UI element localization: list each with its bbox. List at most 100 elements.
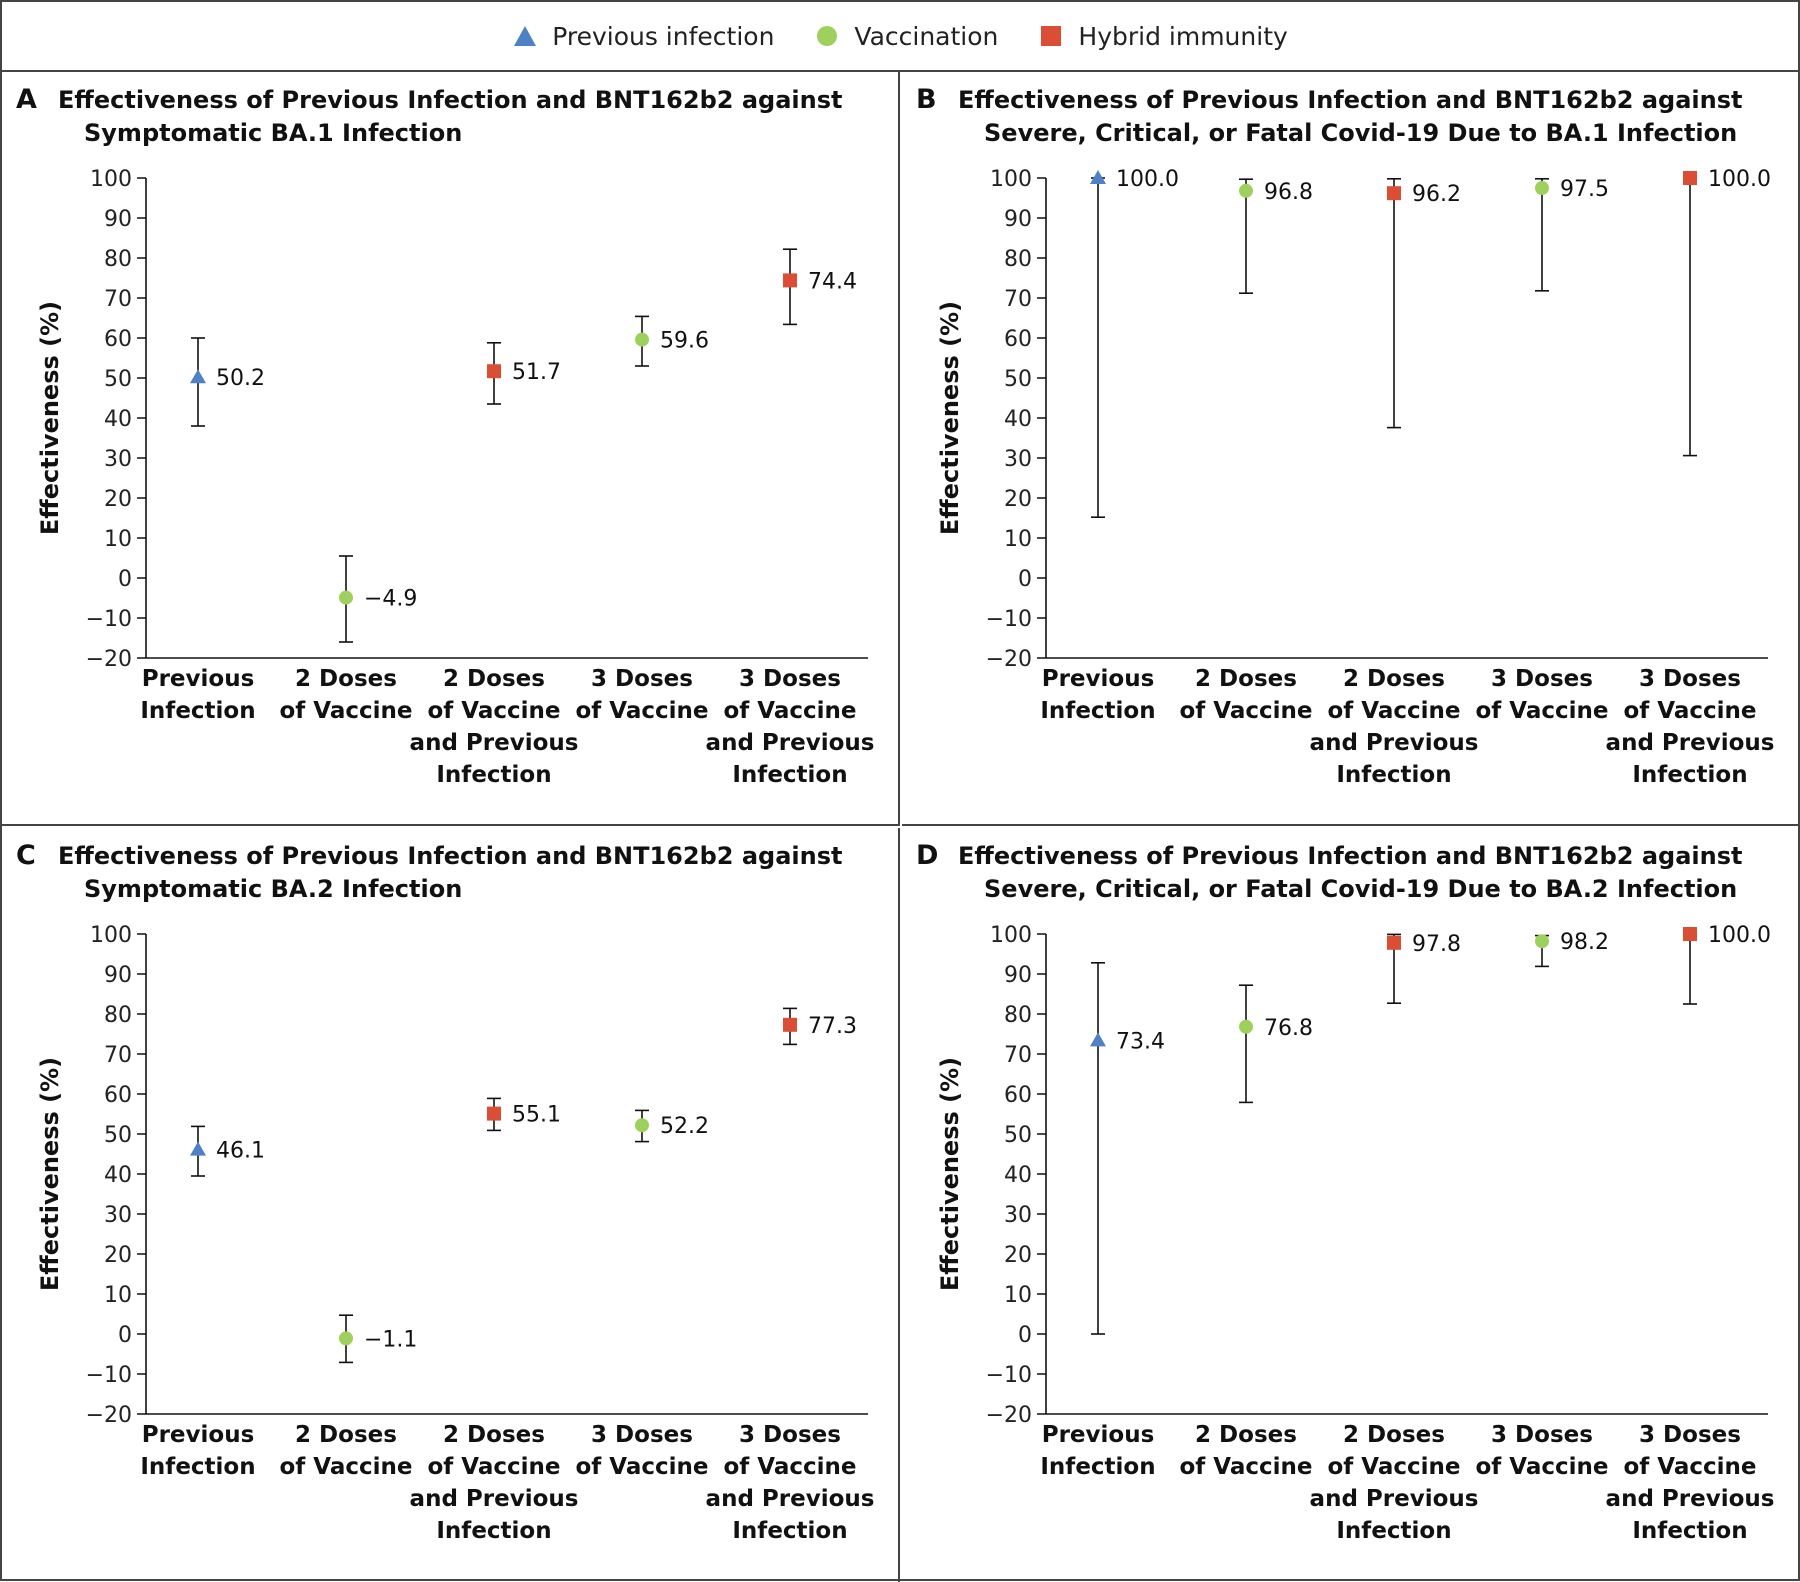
y-tick-label: 20 <box>1004 1243 1032 1268</box>
y-tick-label: −10 <box>986 607 1032 632</box>
data-label: 96.2 <box>1412 182 1461 207</box>
x-category-line: of Vaccine <box>427 1454 560 1480</box>
x-category-line: Infection <box>1336 762 1451 788</box>
y-tick-label: −20 <box>86 647 132 672</box>
x-category-line: 2 Doses <box>295 666 397 692</box>
y-tick-label: 50 <box>104 367 132 392</box>
x-category-line: Infection <box>1632 762 1747 788</box>
x-category-line: 3 Doses <box>591 1422 693 1448</box>
x-category-label: 3 Doses of Vaccine and Previous Infection <box>1606 1422 1775 1544</box>
triangle-marker <box>1090 170 1106 184</box>
y-tick-label: −10 <box>86 607 132 632</box>
legend-label: Hybrid immunity <box>1078 21 1288 51</box>
panel-letter: A <box>16 84 37 115</box>
x-category-line: 3 Doses <box>1491 1422 1593 1448</box>
x-category-line: 2 Doses <box>1195 666 1297 692</box>
x-category-line: 3 Doses <box>1491 666 1593 692</box>
x-category-line: of Vaccine <box>723 1454 856 1480</box>
y-tick-label: 0 <box>118 1323 132 1348</box>
x-category-line: and Previous <box>1606 730 1775 756</box>
data-point-group: 76.8 <box>1239 984 1313 1104</box>
legend-label: Previous infection <box>552 21 775 51</box>
y-tick-label: 70 <box>104 1043 132 1068</box>
square-marker <box>487 1106 501 1121</box>
x-category-line: 3 Doses <box>739 666 841 692</box>
data-point-group: 97.8 <box>1387 932 1461 1004</box>
data-label: 74.4 <box>808 269 857 294</box>
x-category-line: of Vaccine <box>1327 1454 1460 1480</box>
x-category-line: 2 Doses <box>1195 1422 1297 1448</box>
chart-title-line: Effectiveness of Previous Infection and … <box>58 86 842 114</box>
x-category-line: of Vaccine <box>1623 698 1756 724</box>
y-tick-label: 70 <box>1004 287 1032 312</box>
x-category-line: of Vaccine <box>723 698 856 724</box>
legend-item-vaccination: Vaccination <box>814 22 998 51</box>
y-tick-label: 70 <box>1004 1043 1032 1068</box>
y-tick-label: 80 <box>104 247 132 272</box>
y-axis-label: Effectiveness (%) <box>36 301 64 535</box>
y-tick-label: 30 <box>104 447 132 472</box>
x-category-line: and Previous <box>706 1486 875 1512</box>
y-tick-label: 90 <box>104 963 132 988</box>
data-label: 59.6 <box>660 329 709 354</box>
data-point-group: −1.1 <box>339 1314 417 1364</box>
panel-d: D Effectiveness of Previous Infection and… <box>902 828 1800 1582</box>
x-category-line: of Vaccine <box>1475 698 1608 724</box>
x-category-line: of Vaccine <box>279 1454 412 1480</box>
triangle-marker-icon <box>514 26 537 46</box>
data-label: 46.1 <box>216 1139 265 1164</box>
circle-marker <box>1535 181 1549 195</box>
y-tick-label: 70 <box>104 287 132 312</box>
y-tick-label: 30 <box>1004 1203 1032 1228</box>
y-tick-label: 60 <box>104 1083 132 1108</box>
panel-letter: C <box>16 840 36 871</box>
y-tick-label: 90 <box>1004 963 1032 988</box>
data-label: 52.2 <box>660 1114 709 1139</box>
x-category-label: 3 Doses of Vaccine and Previous Infection <box>706 666 875 788</box>
triangle-marker <box>190 1141 206 1156</box>
x-category-label: 3 Doses of Vaccine and Previous Infection <box>1606 666 1775 788</box>
y-tick-label: 40 <box>1004 1163 1032 1188</box>
y-tick-label: 50 <box>104 1123 132 1148</box>
panel-letter: B <box>916 84 937 115</box>
legend: Previous infection Vaccination Hybrid im… <box>2 2 1798 72</box>
x-category-line: 3 Doses <box>591 666 693 692</box>
x-category-line: 3 Doses <box>739 1422 841 1448</box>
y-tick-label: 80 <box>1004 1003 1032 1028</box>
chart-svg: B Effectiveness of Previous Infection and… <box>916 84 1775 788</box>
y-tick-label: 100 <box>990 167 1032 192</box>
chart-title-line: Effectiveness of Previous Infection and … <box>958 842 1742 870</box>
y-tick-label: −20 <box>86 1403 132 1428</box>
legend-label: Vaccination <box>854 21 999 51</box>
data-point-group: 74.4 <box>783 248 857 326</box>
circle-marker <box>1239 183 1253 198</box>
x-category-line: and Previous <box>1606 1486 1775 1512</box>
x-category-line: 3 Doses <box>1639 666 1741 692</box>
y-tick-label: 10 <box>1004 527 1032 552</box>
data-point-group: 52.2 <box>635 1109 709 1143</box>
x-category-line: 2 Doses <box>1343 666 1445 692</box>
data-point-group: 77.3 <box>783 1007 857 1046</box>
x-category-line: of Vaccine <box>575 698 708 724</box>
x-category-line: of Vaccine <box>1179 698 1312 724</box>
data-label: 98.2 <box>1560 930 1609 955</box>
y-tick-label: 0 <box>1018 567 1032 592</box>
data-point-group: 100.0 <box>1683 167 1771 457</box>
y-tick-label: 60 <box>104 327 132 352</box>
data-label: 77.3 <box>808 1014 857 1039</box>
data-point-group: 50.2 <box>190 337 265 427</box>
y-tick-label: 30 <box>104 1203 132 1228</box>
data-point-group: 96.8 <box>1239 178 1313 294</box>
x-category-line: Previous <box>1042 666 1155 692</box>
y-tick-label: −10 <box>86 1363 132 1388</box>
y-tick-label: 0 <box>1018 1323 1032 1348</box>
x-category-line: of Vaccine <box>427 698 560 724</box>
circle-marker <box>1239 1019 1253 1034</box>
data-point-group: 98.2 <box>1535 930 1609 968</box>
x-category-line: Infection <box>1336 1518 1451 1544</box>
x-category-line: 2 Doses <box>443 1422 545 1448</box>
x-category-line: Infection <box>1632 1518 1747 1544</box>
y-tick-label: 60 <box>1004 1083 1032 1108</box>
x-category-label: 2 Doses of Vaccine <box>279 666 412 724</box>
x-category-line: 2 Doses <box>443 666 545 692</box>
